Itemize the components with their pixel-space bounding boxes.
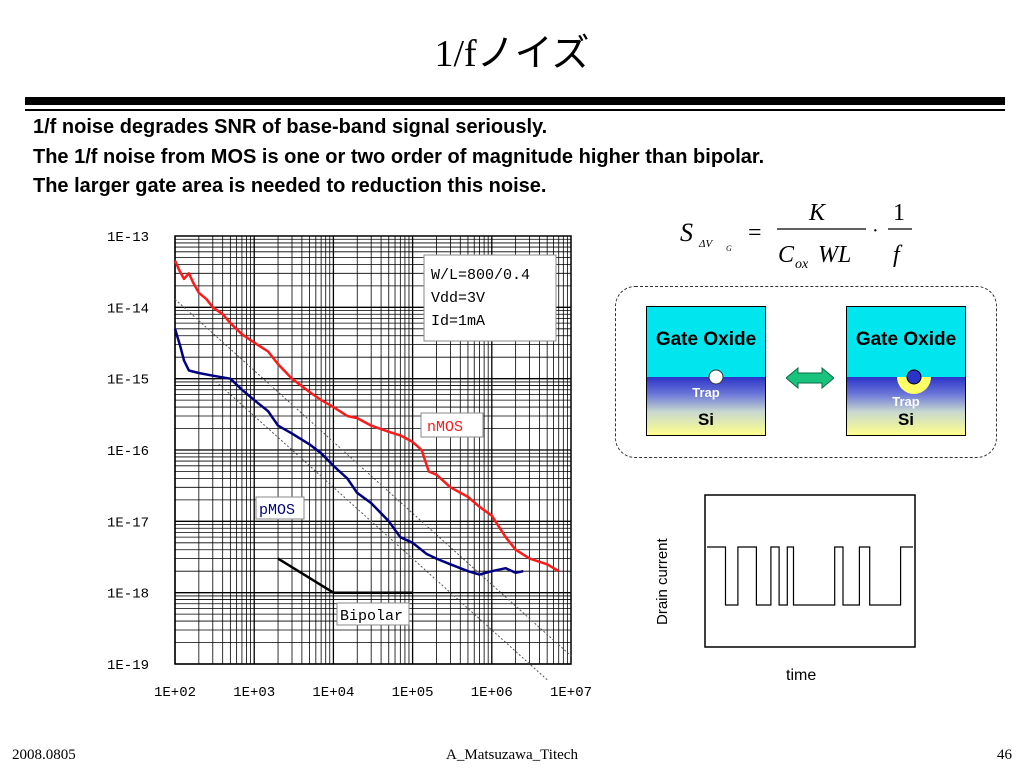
series-line [174,298,572,657]
annotation-line: W/L=800/0.4 [431,267,530,284]
annotation-box [423,254,557,342]
pmos-label-box: pMOS [255,496,305,520]
bipolar-label-bg [336,602,410,626]
trap-filled-icon [897,369,931,394]
y-tick-label: 1E-15 [107,373,149,389]
gate-box-empty-trap: Gate Oxide Trap Si [646,306,766,436]
bullet-text: 1/f noise degrades SNR of base-band sign… [33,116,548,138]
series-line [173,328,524,576]
trap-label: Trap [692,385,720,400]
y-tick-label: 1E-18 [107,587,149,603]
slide-title: 1/fノイズ [434,33,590,75]
gate-oxide-label: Gate Oxide [855,329,957,350]
x-tick-label: 1E+02 [154,685,196,701]
page-number: 46 [997,747,1012,763]
nmos-label-box: nMOS [420,412,484,438]
trap-empty-icon [708,369,724,385]
y-tick-label: 1E-14 [107,301,149,317]
gate-oxide-region [847,307,965,377]
series-line [173,260,560,573]
x-tick-label: 1E+04 [312,685,354,701]
nmos-label-bg [420,412,484,438]
bipolar-label: Bipolar [340,608,403,625]
y-tick-label: 1E-19 [107,658,149,674]
pmos-label: pMOS [259,502,295,519]
si-label: Si [697,410,715,429]
rts-xlabel: time [786,667,817,684]
x-tick-label: 1E+07 [550,685,592,701]
bullet-text: The larger gate area is needed to reduct… [33,175,547,197]
annotation-line: Id=1mA [431,313,485,330]
double-arrow-icon [786,367,834,389]
chart-tick-labels: 1E+02 1E+03 1E+04 1E+05 1E+06 1E+07 1E-13 1E-14… [107,230,592,701]
trap-diagram: Gate Oxide Trap Si Gate Oxide Trap Si [615,286,997,458]
x-tick-label: 1E+03 [233,685,275,701]
chart-series [173,260,572,681]
title-divider-thin [25,109,1005,111]
gate-oxide-region [647,307,765,377]
series-line [212,378,548,681]
y-tick-label: 1E-13 [107,230,149,246]
chart-annotation-box: W/L=800/0.4 Vdd=3V Id=1mA [423,254,557,342]
gate-box-filled-trap: Gate Oxide Trap Si [846,306,966,436]
si-label: Si [897,410,915,429]
bullet-list: 1/f noise degrades SNR of base-band sign… [33,113,764,202]
trap-label: Trap [892,394,920,409]
x-tick-label: 1E+05 [392,685,434,701]
series-line [277,557,413,594]
nmos-label: nMOS [427,419,463,436]
bipolar-label-box: Bipolar [336,602,410,626]
bullet-text: The 1/f noise from MOS is one or two ord… [33,145,765,168]
annotation-line: Vdd=3V [431,290,485,307]
footer-date: 2008.0805 [12,747,76,763]
pmos-label-bg [255,496,305,520]
y-tick-label: 1E-17 [107,515,149,531]
y-tick-label: 1E-16 [107,444,149,460]
silicon-region [647,377,765,435]
x-tick-label: 1E+06 [471,685,513,701]
gate-oxide-label: Gate Oxide [655,329,757,350]
footer-author: A_Matsuzawa_Titech [446,747,578,763]
title-divider [25,97,1005,105]
